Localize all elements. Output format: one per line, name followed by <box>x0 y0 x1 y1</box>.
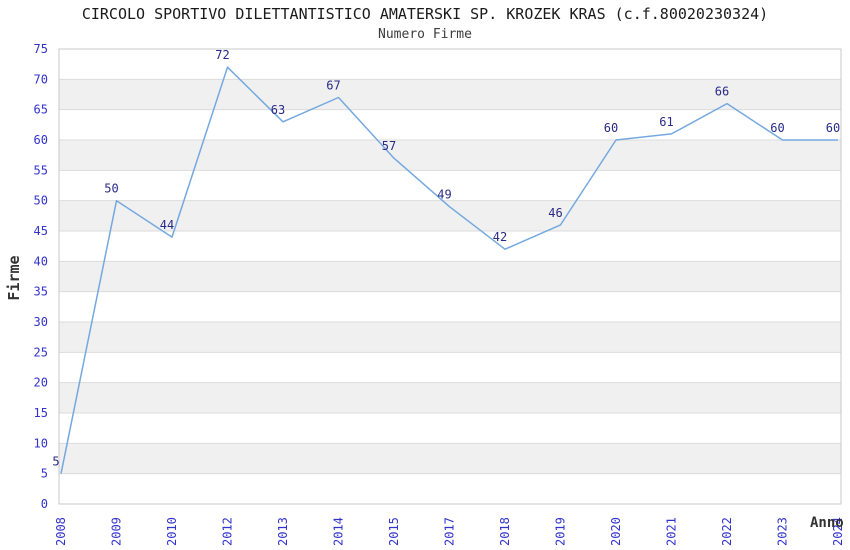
y-tick-label: 15 <box>34 406 48 420</box>
x-tick-label: 2019 <box>554 517 568 546</box>
x-tick-label: 2008 <box>54 517 68 546</box>
band-stripe <box>59 443 841 474</box>
x-tick-label: 2010 <box>165 517 179 546</box>
x-tick-label: 2024 <box>831 517 845 546</box>
data-point-label: 67 <box>326 79 340 93</box>
y-tick-label: 35 <box>34 285 48 299</box>
data-point-label: 61 <box>659 115 673 129</box>
band-stripe <box>59 140 841 171</box>
x-tick-label: 2017 <box>443 517 457 546</box>
y-tick-label: 0 <box>41 497 48 511</box>
x-tick-label: 2020 <box>609 517 623 546</box>
data-point-label: 63 <box>271 103 285 117</box>
band-stripe <box>59 79 841 110</box>
x-tick-label: 2014 <box>332 517 346 546</box>
plot-border <box>58 48 842 505</box>
data-point-label: 5 <box>52 455 59 469</box>
x-tick-label: 2018 <box>498 517 512 546</box>
x-tick-label: 2022 <box>720 517 734 546</box>
data-point-label: 46 <box>548 206 562 220</box>
band-stripe <box>59 382 841 413</box>
data-point-label: 49 <box>437 188 451 202</box>
y-tick-label: 20 <box>34 376 48 390</box>
x-tick-label: 2012 <box>221 517 235 546</box>
data-point-label: 42 <box>493 230 507 244</box>
y-tick-label: 75 <box>34 42 48 56</box>
x-axis-title: Anno <box>810 515 844 531</box>
y-tick-label: 10 <box>34 436 48 450</box>
y-tick-label: 65 <box>34 103 48 117</box>
data-point-label: 72 <box>215 48 229 62</box>
y-tick-label: 25 <box>34 345 48 359</box>
band-stripe <box>59 261 841 292</box>
chart-subtitle: Numero Firme <box>378 27 472 42</box>
data-point-label: 66 <box>715 85 729 99</box>
x-tick-label: 2009 <box>110 517 124 546</box>
y-tick-label: 45 <box>34 224 48 238</box>
band-stripe <box>59 200 841 231</box>
y-tick-label: 60 <box>34 133 48 147</box>
chart-title: CIRCOLO SPORTIVO DILETTANTISTICO AMATERS… <box>81 5 769 23</box>
y-tick-label: 70 <box>34 72 48 86</box>
data-point-label: 44 <box>160 218 174 232</box>
data-point-label: 60 <box>826 121 840 135</box>
x-tick-label: 2023 <box>776 517 790 546</box>
data-point-label: 50 <box>104 182 118 196</box>
data-point-label: 60 <box>770 121 784 135</box>
data-point-label: 60 <box>604 121 618 135</box>
x-tick-label: 2015 <box>387 517 401 546</box>
y-tick-label: 40 <box>34 254 48 268</box>
x-tick-label: 2013 <box>276 517 290 546</box>
y-tick-label: 55 <box>34 163 48 177</box>
band-stripe <box>59 322 841 353</box>
x-tick-label: 2021 <box>665 517 679 546</box>
y-tick-label: 50 <box>34 194 48 208</box>
y-tick-label: 30 <box>34 315 48 329</box>
y-tick-label: 5 <box>41 467 48 481</box>
data-point-label: 57 <box>382 139 396 153</box>
data-line <box>60 66 838 474</box>
